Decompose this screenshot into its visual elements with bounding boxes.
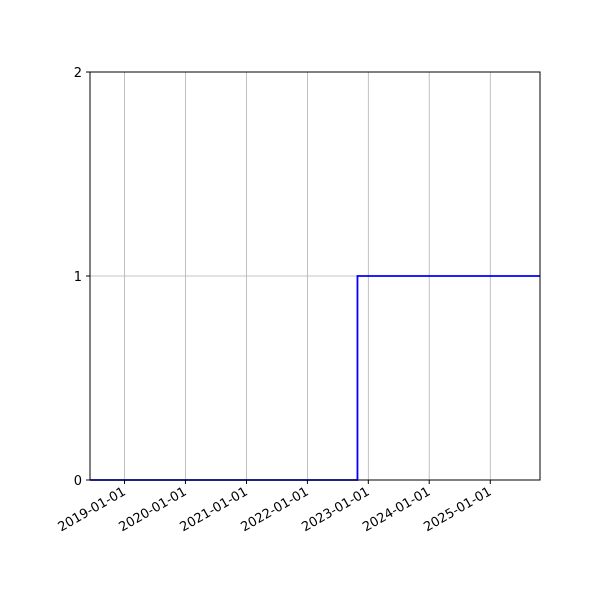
x-tick-label: 2022-01-01 [238,484,311,535]
x-tick-label: 2020-01-01 [117,484,190,535]
y-tick-label: 1 [74,270,82,285]
x-tick-label: 2021-01-01 [178,484,251,535]
y-tick-label: 0 [74,474,82,489]
step-line [90,275,540,481]
x-tick-label: 2024-01-01 [360,484,433,535]
x-tick-label: 2019-01-01 [56,484,129,535]
y-tick-label: 2 [74,66,82,81]
x-axis: 2019-01-012020-01-012021-01-012022-01-01… [56,480,494,535]
x-tick-label: 2023-01-01 [299,484,372,535]
series [90,275,540,481]
x-tick-label: 2025-01-01 [421,484,494,535]
y-axis: 0 1 2 [74,66,90,489]
